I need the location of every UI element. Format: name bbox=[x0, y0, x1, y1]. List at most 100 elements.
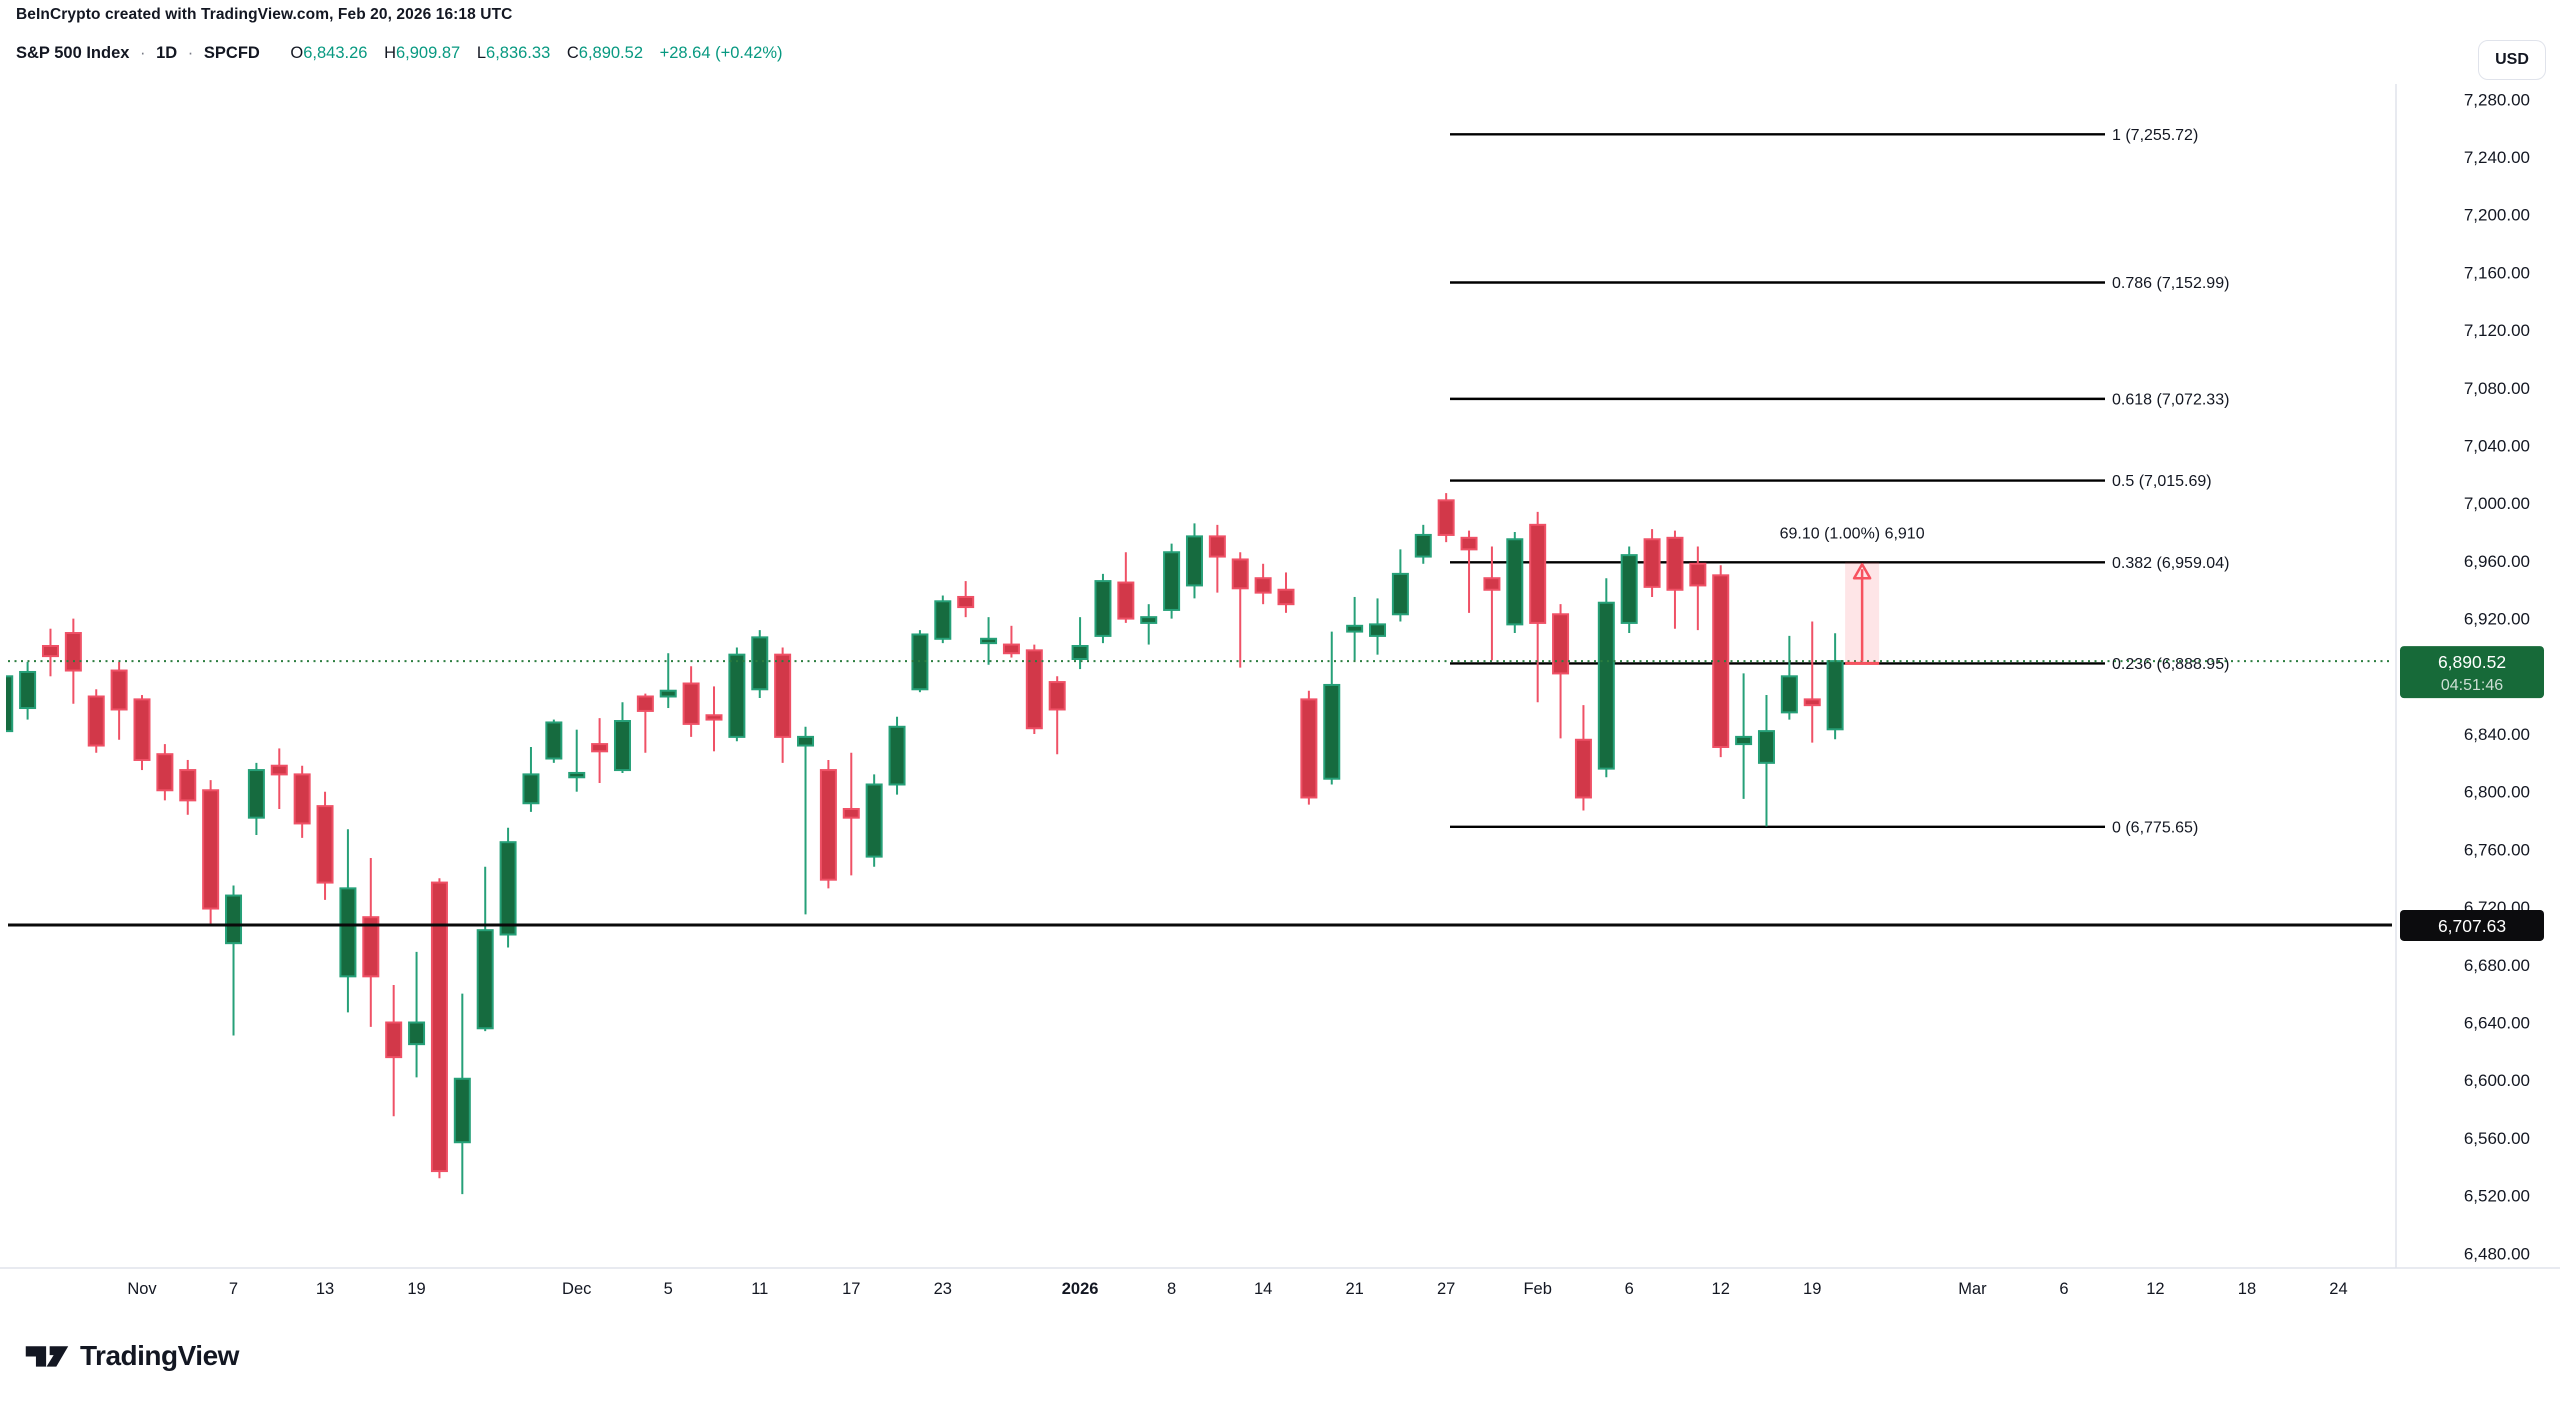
candle-feb-19 bbox=[1803, 621, 1821, 743]
candle-nov-12 bbox=[293, 765, 311, 838]
high-key: H bbox=[384, 44, 396, 62]
candle-countdown-timer: 04:51:46 bbox=[2441, 677, 2503, 694]
price-axis-label: 7,240.00 bbox=[2464, 148, 2530, 167]
candle-oct-28 bbox=[41, 628, 59, 677]
candle-nov-18 bbox=[385, 984, 403, 1117]
attribution-text: BeInCrypto created with TradingView.com,… bbox=[16, 6, 513, 23]
candle-dec-31 bbox=[1048, 676, 1066, 755]
candle-feb-4 bbox=[1574, 705, 1592, 811]
price-axis-label: 7,280.00 bbox=[2464, 90, 2530, 109]
fib-level-label: 1 (7,255.72) bbox=[2112, 127, 2198, 144]
low-key: L bbox=[476, 44, 487, 62]
fib-level-label: 0.236 (6,888.95) bbox=[2112, 656, 2229, 673]
candle-jan-21 bbox=[1346, 596, 1364, 661]
price-axis-label: 7,120.00 bbox=[2464, 321, 2530, 340]
candle-nov-13 bbox=[316, 791, 334, 900]
candle-nov-24 bbox=[476, 866, 494, 1032]
candle-jan-12 bbox=[1208, 524, 1226, 593]
time-axis-label: Mar bbox=[1958, 1280, 1987, 1298]
candle-nov-17 bbox=[362, 858, 380, 1027]
close-key: C bbox=[566, 44, 579, 62]
interval-label[interactable]: 1D bbox=[156, 44, 178, 62]
price-axis-label: 6,560.00 bbox=[2464, 1129, 2530, 1148]
candle-oct-31 bbox=[110, 661, 128, 740]
candle-nov-19 bbox=[408, 951, 426, 1078]
time-axis-label: 8 bbox=[1167, 1280, 1176, 1298]
candle-oct-27 bbox=[19, 661, 37, 720]
candle-dec-8 bbox=[682, 666, 700, 737]
projection-label: 69.10 (1.00%) 6,910 bbox=[1780, 525, 1925, 542]
candle-nov-7 bbox=[225, 885, 243, 1036]
price-axis-label: 6,640.00 bbox=[2464, 1014, 2530, 1033]
candle-jan-13 bbox=[1231, 552, 1249, 668]
tradingview-logo[interactable]: TradingView bbox=[24, 1338, 239, 1374]
currency-toggle-button[interactable]: USD bbox=[2478, 40, 2546, 80]
candle-jan-15 bbox=[1277, 572, 1295, 613]
price-axis-label: 7,160.00 bbox=[2464, 263, 2530, 282]
candle-dec-2 bbox=[591, 718, 609, 784]
candle-dec-23 bbox=[934, 595, 952, 644]
candle-feb-11 bbox=[1689, 546, 1707, 631]
candle-feb-5 bbox=[1597, 578, 1615, 778]
candle-dec-12 bbox=[774, 647, 792, 763]
candle-dec-17 bbox=[842, 752, 860, 876]
price-axis-label: 6,800.00 bbox=[2464, 783, 2530, 802]
candle-dec-4 bbox=[636, 693, 654, 753]
candle-nov-28 bbox=[545, 719, 563, 763]
fib-level-label: 0 (6,775.65) bbox=[2112, 819, 2198, 836]
candle-jan-14 bbox=[1254, 563, 1272, 605]
ohlc-values: O6,843.26 H6,909.87 L6,836.33 C6,890.52 bbox=[278, 44, 647, 62]
candle-dec-1 bbox=[568, 729, 586, 792]
candle-oct-24 bbox=[6, 675, 14, 733]
time-axis-label: 6 bbox=[1625, 1280, 1634, 1298]
time-axis-label: 27 bbox=[1437, 1280, 1455, 1298]
candle-dec-18 bbox=[865, 774, 883, 867]
candle-jan-8 bbox=[1163, 543, 1181, 619]
candlestick-series[interactable] bbox=[0, 493, 1844, 1195]
price-axis-label: 7,040.00 bbox=[2464, 437, 2530, 456]
candle-jan-27 bbox=[1437, 493, 1455, 543]
time-axis-label: 7 bbox=[229, 1280, 238, 1298]
separator-dot: · bbox=[187, 44, 194, 62]
price-projection-annotation[interactable]: 69.10 (1.00%) 6,910 bbox=[1780, 525, 1925, 665]
current-price-badge: 6,890.52 04:51:46 bbox=[2400, 646, 2544, 699]
price-axis-label: 7,200.00 bbox=[2464, 206, 2530, 225]
tradingview-logo-icon bbox=[25, 1346, 69, 1367]
candle-jan-16 bbox=[1300, 690, 1318, 805]
candle-dec-19 bbox=[888, 716, 906, 795]
svg-text:6,890.52: 6,890.52 bbox=[2438, 652, 2506, 672]
close-value: 6,890.52 bbox=[578, 44, 643, 62]
time-axis-label: 12 bbox=[2146, 1280, 2164, 1298]
price-axis-label: 7,080.00 bbox=[2464, 379, 2530, 398]
time-axis[interactable]: Nov 7 13 19 Dec 5 11 17 23 2026 8 14 21 27 Feb 6 12 19 Mar… bbox=[127, 1280, 2347, 1298]
candle-dec-29 bbox=[1002, 625, 1020, 658]
low-value: 6,836.33 bbox=[486, 44, 551, 62]
candle-nov-10 bbox=[247, 762, 265, 835]
price-axis[interactable]: 7,280.00 7,240.00 7,200.00 7,160.00 7,120.00… bbox=[2464, 90, 2530, 1263]
change-value: +28.64 (+0.42%) bbox=[659, 44, 783, 62]
candle-dec-26 bbox=[980, 617, 998, 665]
candle-nov-21 bbox=[453, 993, 471, 1195]
candle-dec-5 bbox=[659, 653, 677, 709]
candle-dec-16 bbox=[819, 759, 837, 889]
svg-text:6,707.63: 6,707.63 bbox=[2438, 916, 2506, 936]
high-value: 6,909.87 bbox=[396, 44, 461, 62]
candle-feb-9 bbox=[1643, 529, 1661, 597]
symbol-header: S&P 500 Index · 1D · SPCFD O6,843.26 H6,… bbox=[16, 44, 783, 63]
time-axis-label: Nov bbox=[127, 1280, 157, 1298]
price-axis-label: 6,480.00 bbox=[2464, 1244, 2530, 1263]
candle-jan-28 bbox=[1460, 530, 1478, 613]
candle-oct-30 bbox=[87, 689, 105, 753]
price-line-badge: 6,707.63 bbox=[2400, 909, 2544, 941]
price-axis-label: 6,840.00 bbox=[2464, 725, 2530, 744]
candle-feb-2 bbox=[1529, 511, 1547, 703]
fib-level-label: 0.786 (7,152.99) bbox=[2112, 275, 2229, 292]
candle-dec-3 bbox=[613, 702, 631, 773]
fib-level-label: 0.618 (7,072.33) bbox=[2112, 391, 2229, 408]
symbol-name[interactable]: S&P 500 Index bbox=[16, 44, 130, 62]
candle-nov-20 bbox=[430, 878, 448, 1179]
candle-dec-15 bbox=[797, 726, 815, 915]
price-axis-label: 6,760.00 bbox=[2464, 840, 2530, 859]
ticker-label[interactable]: SPCFD bbox=[203, 44, 260, 62]
